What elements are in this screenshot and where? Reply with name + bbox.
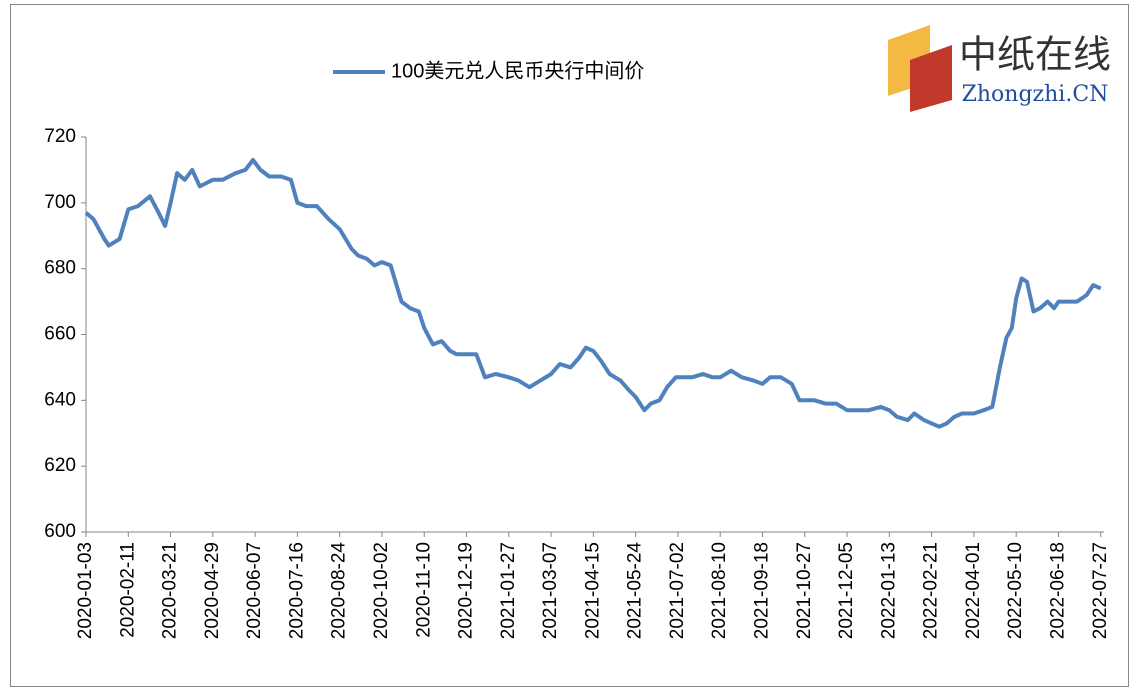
logo-mark xyxy=(910,45,952,112)
x-tick-label: 2020-10-02 xyxy=(371,542,392,639)
y-tick-label: 680 xyxy=(44,258,76,279)
x-tick-label: 2021-01-27 xyxy=(498,542,519,639)
x-tick-label: 2022-07-27 xyxy=(1090,542,1111,639)
x-tick-label: 2020-08-24 xyxy=(329,542,350,640)
x-tick-label: 2020-04-29 xyxy=(202,542,223,639)
y-tick-label: 660 xyxy=(44,324,76,345)
x-tick-label: 2022-02-21 xyxy=(921,542,942,639)
x-tick-label: 2021-12-05 xyxy=(836,542,857,639)
x-tick-label: 2022-04-01 xyxy=(963,542,984,639)
x-tick-label: 2021-05-24 xyxy=(625,542,646,640)
logo: 中纸在线 Zhongzhi.CN xyxy=(888,25,1111,112)
x-tick-label: 2020-01-03 xyxy=(75,542,96,639)
x-tick-label: 2020-12-19 xyxy=(456,542,477,639)
y-tick-label: 640 xyxy=(44,389,76,410)
x-tick-label: 2020-03-21 xyxy=(160,542,181,639)
y-tick-label: 600 xyxy=(44,521,76,542)
x-tick-label: 2022-05-10 xyxy=(1005,542,1026,639)
x-tick-label: 2022-01-13 xyxy=(878,542,899,639)
x-tick-label: 2020-07-16 xyxy=(286,542,307,639)
x-tick-label: 2020-06-07 xyxy=(244,542,265,639)
x-tick-label: 2021-08-10 xyxy=(709,542,730,639)
x-tick-label: 2021-04-15 xyxy=(582,542,603,639)
x-tick-label: 2021-09-18 xyxy=(752,542,773,639)
y-tick-label: 720 xyxy=(44,126,76,147)
y-tick-label: 620 xyxy=(44,455,76,476)
line-series xyxy=(84,158,1102,429)
x-tick-label: 2020-02-11 xyxy=(117,542,138,638)
y-tick-label: 700 xyxy=(44,192,76,213)
logo-subtitle: Zhongzhi.CN xyxy=(962,82,1109,107)
x-tick-label: 2021-03-07 xyxy=(540,542,561,639)
x-tick-label: 2021-07-02 xyxy=(667,542,688,639)
logo-title: 中纸在线 xyxy=(959,33,1111,77)
chart-frame xyxy=(10,4,1129,687)
legend-label: 100美元兑人民币央行中间价 xyxy=(391,59,644,82)
x-tick-label: 2021-10-27 xyxy=(794,542,815,639)
x-tick-label: 2020-11-10 xyxy=(413,542,434,638)
x-tick-label: 2022-06-18 xyxy=(1047,542,1068,639)
